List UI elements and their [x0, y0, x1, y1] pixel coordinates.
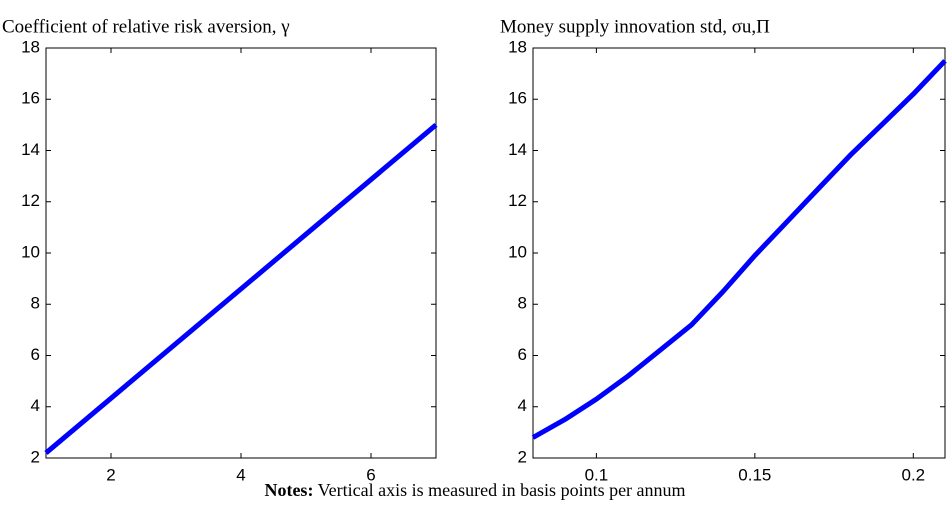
- notes: Notes: Vertical axis is measured in basi…: [264, 480, 685, 500]
- y-tick-label: 16: [508, 89, 527, 108]
- y-tick-label: 8: [518, 294, 527, 313]
- y-tick-label: 16: [21, 89, 40, 108]
- notes-text: Vertical axis is measured in basis point…: [318, 480, 686, 500]
- chart-title: Money supply innovation std, σu,Π: [500, 16, 770, 37]
- y-tick-label: 2: [31, 447, 40, 466]
- chart-title: Coefficient of relative risk aversion, γ: [2, 16, 290, 37]
- data-line: [44, 122, 438, 455]
- x-tick-label: 0.1: [585, 465, 609, 484]
- data-line: [531, 59, 947, 440]
- y-tick-label: 2: [518, 447, 527, 466]
- x-tick-label: 4: [236, 465, 245, 484]
- y-tick-label: 14: [508, 140, 527, 159]
- y-tick-label: 18: [21, 37, 40, 56]
- y-tick-label: 8: [31, 294, 40, 313]
- notes-label: Notes:: [264, 480, 313, 500]
- x-tick-label: 6: [366, 465, 375, 484]
- y-tick-label: 10: [508, 242, 527, 261]
- x-tick-label: 0.15: [738, 465, 771, 484]
- x-tick-label: 2: [106, 465, 115, 484]
- plot-frame: [532, 47, 946, 459]
- y-tick-label: 6: [31, 345, 40, 364]
- plot-frame: [45, 47, 437, 459]
- y-tick-label: 12: [21, 191, 40, 210]
- y-tick-label: 4: [31, 396, 40, 415]
- y-tick-label: 10: [21, 242, 40, 261]
- y-tick-label: 18: [508, 37, 527, 56]
- y-tick-label: 6: [518, 345, 527, 364]
- y-tick-label: 14: [21, 140, 40, 159]
- y-tick-label: 4: [518, 396, 527, 415]
- x-tick-label: 0.2: [901, 465, 925, 484]
- y-tick-label: 12: [508, 191, 527, 210]
